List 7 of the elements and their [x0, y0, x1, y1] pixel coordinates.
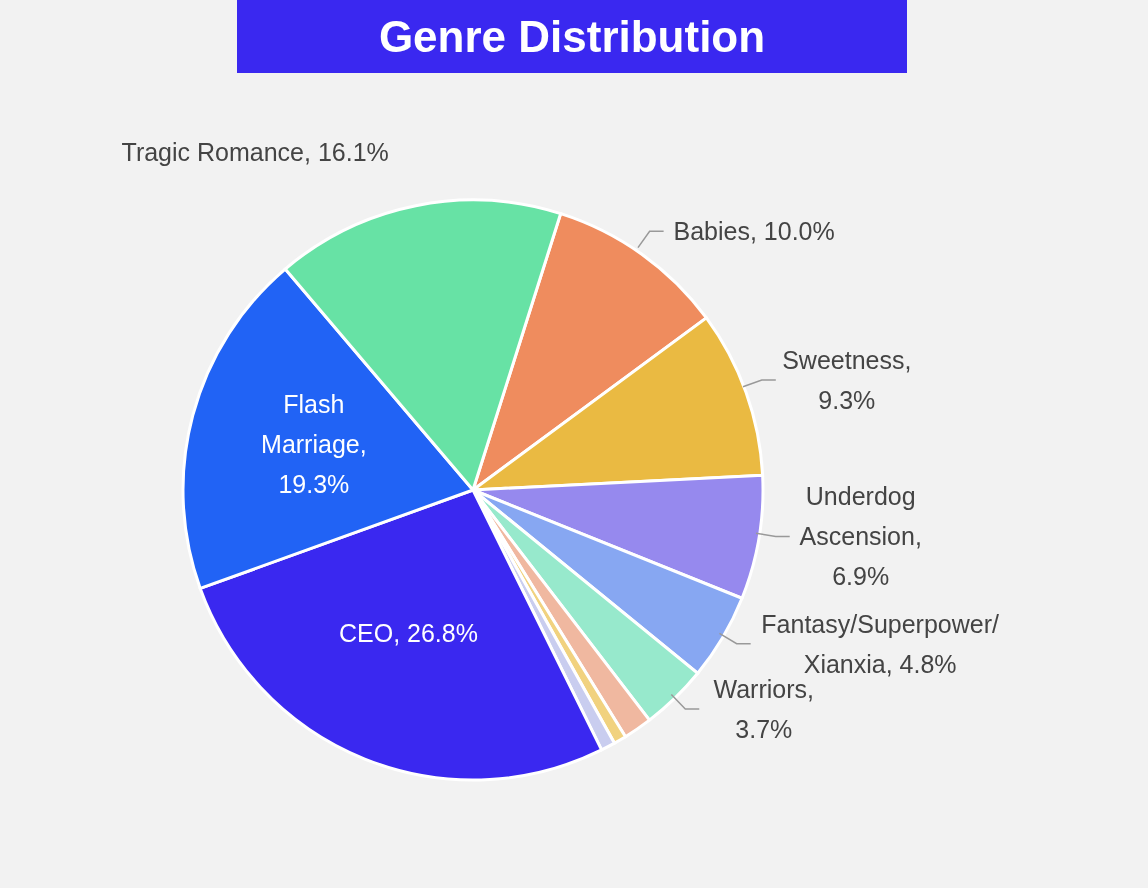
chart-title: Genre Distribution	[237, 0, 907, 73]
slice-label: Sweetness, 9.3%	[782, 346, 912, 415]
slice-label: Flash Marriage, 19.3%	[261, 389, 367, 498]
slice-label: Underdog Ascension, 6.9%	[799, 482, 922, 591]
slice-label: CEO, 26.8%	[338, 618, 478, 647]
slice-label: Babies, 10.0%	[673, 217, 835, 246]
slice-label: Tragic Romance, 16.1%	[121, 137, 389, 166]
